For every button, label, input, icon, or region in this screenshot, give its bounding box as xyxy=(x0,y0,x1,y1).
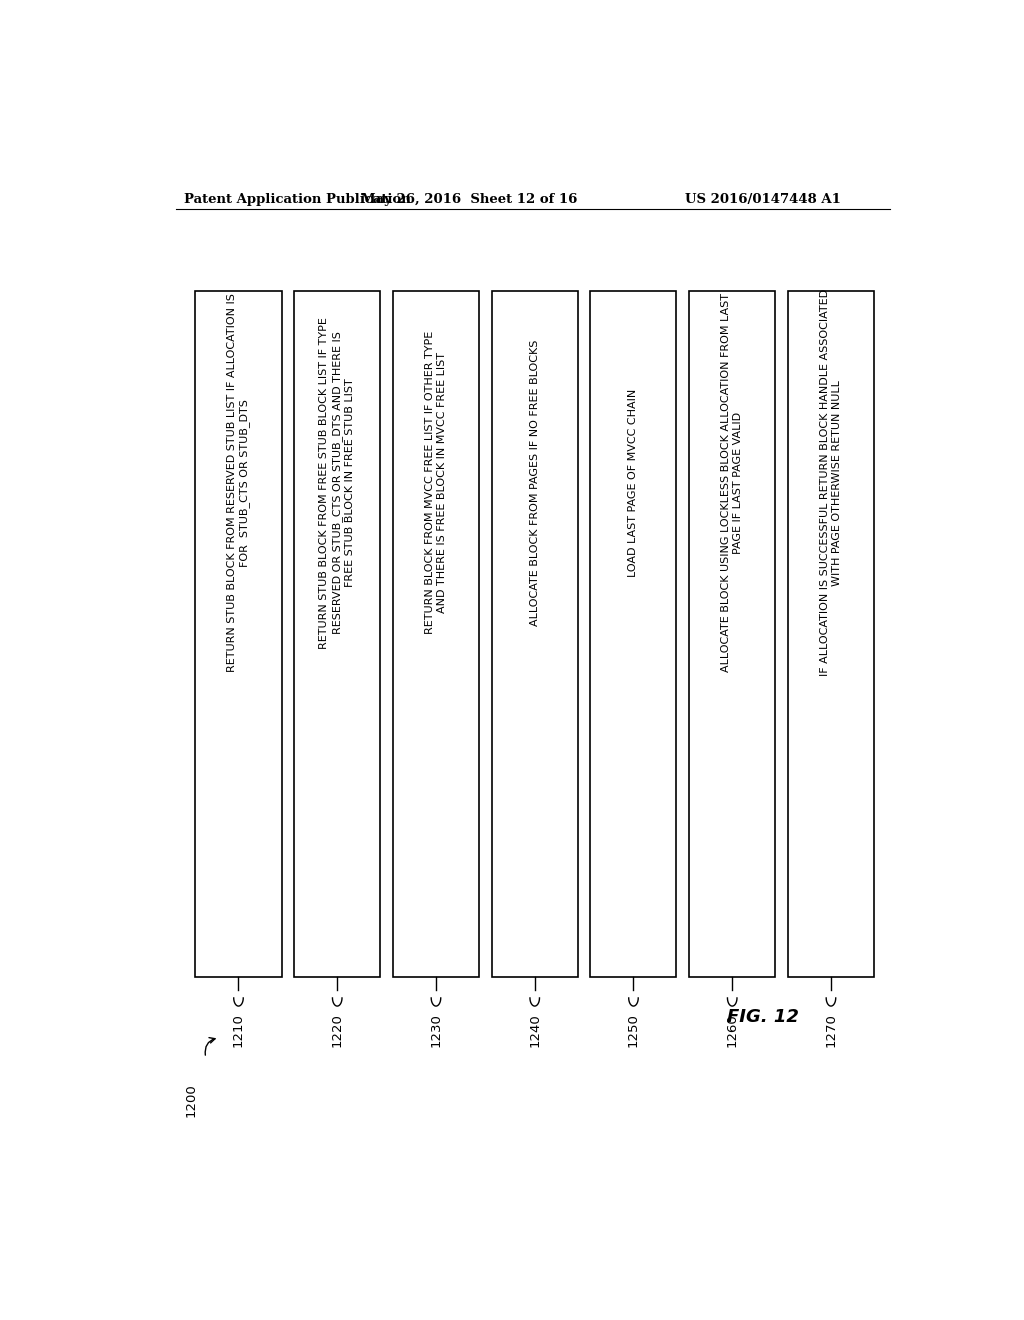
Text: 1270: 1270 xyxy=(824,1014,838,1047)
Text: ALLOCATE BLOCK USING LOCKLESS BLOCK ALLOCATION FROM LAST
PAGE IF LAST PAGE VALID: ALLOCATE BLOCK USING LOCKLESS BLOCK ALLO… xyxy=(721,293,743,672)
Text: 1250: 1250 xyxy=(627,1014,640,1047)
Text: ALLOCATE BLOCK FROM PAGES IF NO FREE BLOCKS: ALLOCATE BLOCK FROM PAGES IF NO FREE BLO… xyxy=(529,339,540,626)
Text: Patent Application Publication: Patent Application Publication xyxy=(183,193,411,206)
Text: 1210: 1210 xyxy=(232,1014,245,1047)
Text: RETURN STUB BLOCK FROM RESERVED STUB LIST IF ALLOCATION IS
FOR  STUB_CTS OR STUB: RETURN STUB BLOCK FROM RESERVED STUB LIS… xyxy=(227,293,250,672)
Text: LOAD LAST PAGE OF MVCC CHAIN: LOAD LAST PAGE OF MVCC CHAIN xyxy=(629,388,639,577)
Text: US 2016/0147448 A1: US 2016/0147448 A1 xyxy=(685,193,841,206)
Text: FIG. 12: FIG. 12 xyxy=(727,1008,799,1026)
Bar xyxy=(787,290,874,977)
Text: May 26, 2016  Sheet 12 of 16: May 26, 2016 Sheet 12 of 16 xyxy=(361,193,578,206)
Bar xyxy=(492,290,578,977)
Bar xyxy=(196,290,282,977)
Text: IF ALLOCATION IS SUCCESSFUL RETURN BLOCK HANDLE ASSOCIATED
WITH PAGE OTHERWISE R: IF ALLOCATION IS SUCCESSFUL RETURN BLOCK… xyxy=(820,289,842,676)
Text: 1260: 1260 xyxy=(726,1014,738,1047)
Bar xyxy=(294,290,380,977)
Bar xyxy=(689,290,775,977)
Text: 1220: 1220 xyxy=(331,1014,344,1047)
Text: 1200: 1200 xyxy=(185,1084,198,1117)
Text: 1230: 1230 xyxy=(429,1014,442,1047)
Text: RETURN STUB BLOCK FROM FREE STUB BLOCK LIST IF TYPE
RESERVED OR STUB_CTS OR STUB: RETURN STUB BLOCK FROM FREE STUB BLOCK L… xyxy=(319,317,355,648)
Text: 1240: 1240 xyxy=(528,1014,542,1047)
Text: RETURN BLOCK FROM MVCC FREE LIST IF OTHER TYPE
AND THERE IS FREE BLOCK IN MVCC F: RETURN BLOCK FROM MVCC FREE LIST IF OTHE… xyxy=(425,331,447,634)
Bar xyxy=(393,290,479,977)
Bar xyxy=(591,290,677,977)
